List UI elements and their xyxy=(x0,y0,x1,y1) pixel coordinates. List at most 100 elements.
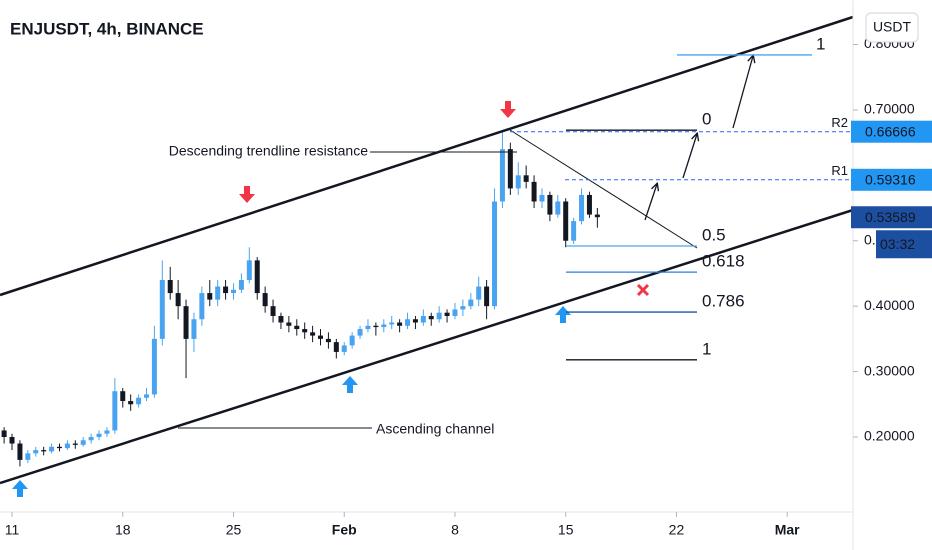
candle-body xyxy=(397,322,403,326)
candle-body xyxy=(175,293,181,307)
candle-body xyxy=(452,309,458,316)
candle-body xyxy=(215,286,221,300)
candle-body xyxy=(9,436,15,444)
candle-body xyxy=(230,289,236,294)
candle-body xyxy=(262,293,268,307)
x-tick-label: Mar xyxy=(775,522,800,538)
candle-body xyxy=(167,279,173,294)
candle-body xyxy=(25,453,31,460)
y-tick-label: 0.20000 xyxy=(864,428,915,444)
last-price-label: 0.53589 xyxy=(865,209,916,225)
last-price-box xyxy=(851,206,932,229)
countdown-label: 03:32 xyxy=(880,236,915,252)
x-tick-label: 15 xyxy=(558,522,574,538)
price-label: 0.66666 xyxy=(865,123,916,139)
fib-label: 0 xyxy=(702,110,711,129)
candle-body xyxy=(547,194,553,215)
currency-badge xyxy=(865,12,919,43)
projection-arrow xyxy=(732,56,753,129)
candle-body xyxy=(381,324,387,328)
candle-body xyxy=(515,175,521,189)
candle-body xyxy=(128,401,134,405)
candle-body xyxy=(586,194,592,215)
candle-body xyxy=(579,194,585,222)
candle-body xyxy=(563,201,569,241)
candle-body xyxy=(507,149,513,189)
channel-lower xyxy=(0,208,854,485)
candle-body xyxy=(183,306,189,339)
candle-body xyxy=(199,293,205,320)
candle-body xyxy=(476,286,482,300)
fib-label: 0.5 xyxy=(702,225,726,244)
candle-body xyxy=(523,175,529,182)
candle-body xyxy=(373,325,379,328)
candle-body xyxy=(444,312,450,316)
candle-body xyxy=(72,443,78,445)
annotation: Ascending channel xyxy=(376,421,494,437)
x-tick-label: 22 xyxy=(669,522,685,538)
y-tick-label: 0.70000 xyxy=(864,101,915,117)
countdown-box xyxy=(876,230,932,259)
candle-body xyxy=(120,391,126,402)
fib-label: 1 xyxy=(702,339,711,358)
candle-body xyxy=(531,181,537,202)
buy-arrows xyxy=(12,306,571,497)
candle-body xyxy=(56,446,62,449)
candle-body xyxy=(436,312,442,320)
candle-body xyxy=(49,446,55,452)
candle-body xyxy=(191,319,197,339)
candle-body xyxy=(428,315,434,320)
down-arrow xyxy=(239,186,255,203)
candle-body xyxy=(325,338,331,343)
candle-body xyxy=(159,279,165,339)
candle-body xyxy=(349,335,355,346)
candle-body xyxy=(460,306,466,310)
candle-body xyxy=(405,319,411,326)
candle-body xyxy=(318,335,324,339)
candle-body xyxy=(64,443,70,449)
price-label: 0.59316 xyxy=(865,171,916,187)
target-label: 1 xyxy=(816,34,825,53)
up-arrow xyxy=(342,376,358,393)
candle-body xyxy=(594,214,600,218)
axes: 0.200000.300000.400000.500000.600000.700… xyxy=(5,12,919,538)
sell-arrows xyxy=(239,101,516,203)
candle-body xyxy=(41,450,47,452)
annotation: Descending trendline resistance xyxy=(169,143,368,159)
pivot-name: R2 xyxy=(831,115,848,130)
candle-body xyxy=(1,430,7,437)
y-tick-label: 0.30000 xyxy=(864,362,915,378)
up-arrow xyxy=(555,306,571,323)
candle-body xyxy=(207,293,213,300)
projection-arrow xyxy=(682,134,697,179)
candle-body xyxy=(254,260,260,294)
candle-body xyxy=(484,286,490,307)
candle-body xyxy=(286,322,292,326)
candle-body xyxy=(88,436,94,441)
candle-body xyxy=(270,306,276,316)
price-label-box xyxy=(851,168,932,191)
fib-label: 0.786 xyxy=(702,292,745,311)
x-mark xyxy=(636,283,650,297)
chart-title: ENJUSDT, 4h, BINANCE xyxy=(10,19,204,38)
candle-body xyxy=(420,315,426,323)
price-label-box xyxy=(851,120,932,143)
projection-arrow xyxy=(644,184,657,221)
y-tick-label: 0.40000 xyxy=(864,297,915,313)
up-arrow xyxy=(12,480,28,497)
down-arrow xyxy=(500,101,516,118)
candle-body xyxy=(80,440,86,445)
candle-body xyxy=(238,279,244,290)
candle-body xyxy=(389,322,395,325)
descending-trendline xyxy=(509,129,698,249)
candle-body xyxy=(246,260,252,280)
x-tick-label: 11 xyxy=(5,522,20,538)
candle-body xyxy=(310,332,316,336)
candle-body xyxy=(333,342,339,352)
candle-body xyxy=(143,394,149,398)
candle-body xyxy=(539,194,545,202)
candle-body xyxy=(278,315,284,323)
x-tick-label: 18 xyxy=(115,522,131,538)
candle-body xyxy=(223,286,229,294)
candle-body xyxy=(499,149,505,202)
